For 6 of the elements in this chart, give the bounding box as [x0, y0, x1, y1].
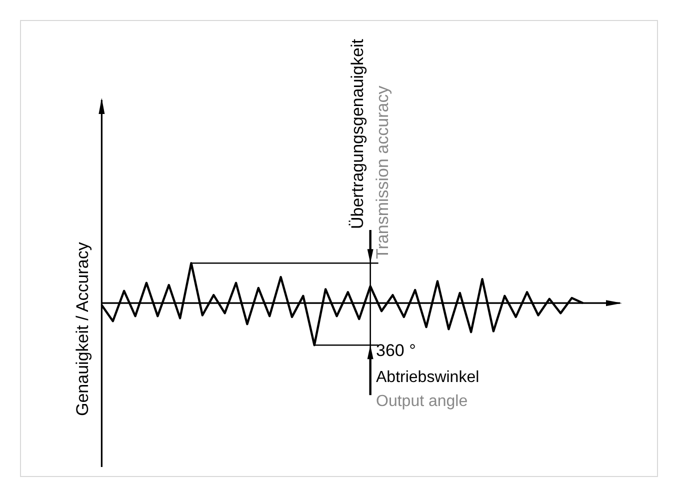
y-axis-title: Genauigkeit / Accuracy: [73, 242, 92, 416]
annotation: 360 °: [376, 341, 416, 360]
x-axis-title: Abtriebswinkel: [376, 369, 480, 387]
text: Übertragungsgenauigkeit: [348, 39, 367, 229]
text: Transmission accuracy: [373, 86, 392, 259]
text: Output angle: [376, 393, 468, 411]
